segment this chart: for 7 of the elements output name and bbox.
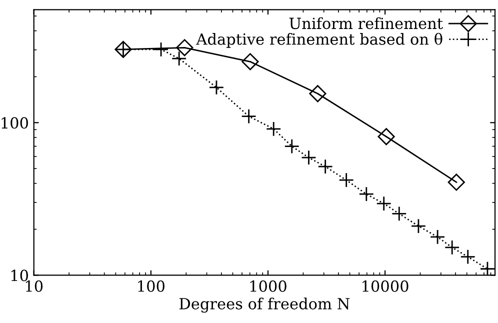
x-tick-label: 1000 [250,280,286,292]
x-tick-label: 10000 [362,280,408,292]
legend-label: Uniform refinement [289,17,443,30]
x-tick-label: 10 [26,280,43,292]
x-tick-label: 100 [138,280,164,292]
x-axis-title: Degrees of freedom N [179,298,350,313]
legend-label: Adaptive refinement based on θ [196,32,442,48]
